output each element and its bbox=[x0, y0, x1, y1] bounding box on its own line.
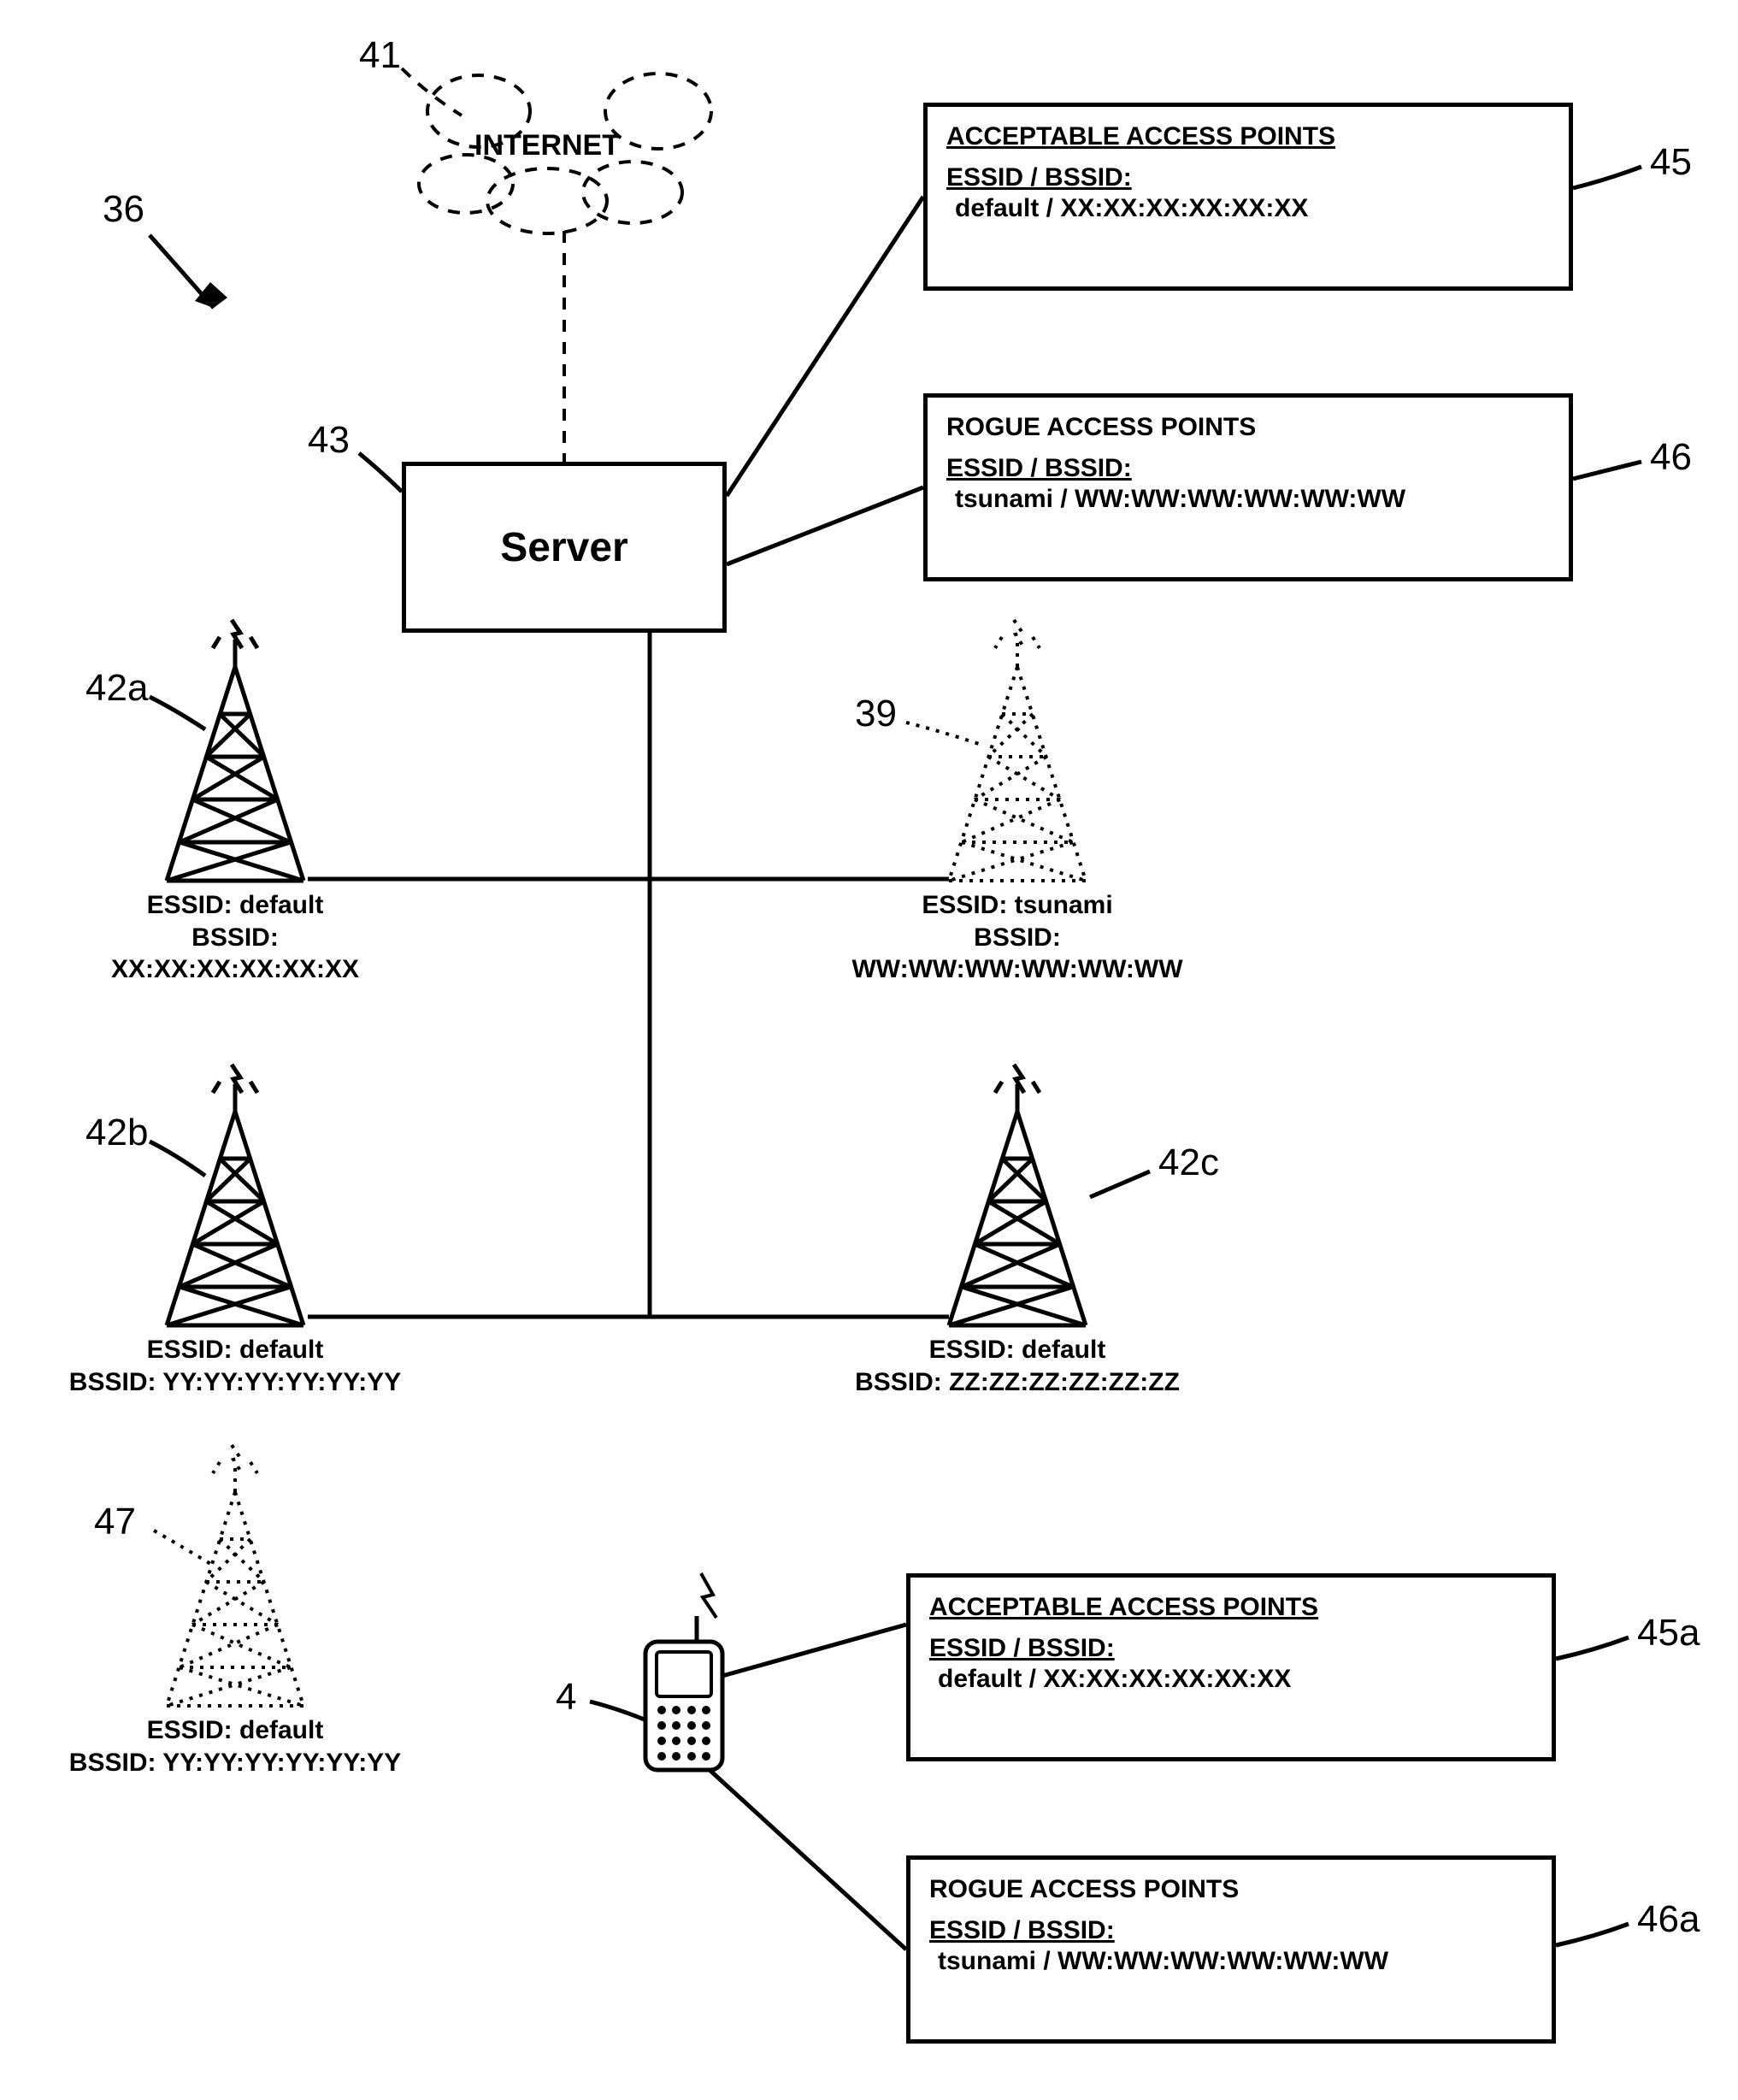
link-device-box45a bbox=[722, 1625, 906, 1676]
ref-43: 43 bbox=[308, 419, 350, 462]
box-rogue-a-value: tsunami / WW:WW:WW:WW:WW:WW bbox=[938, 1947, 1533, 1976]
label-47: ESSID: default BSSID: YY:YY:YY:YY:YY:YY bbox=[64, 1714, 406, 1779]
tower-42c bbox=[949, 1065, 1086, 1325]
label-42b: ESSID: default BSSID: YY:YY:YY:YY:YY:YY bbox=[64, 1334, 406, 1398]
box-acceptable-a-sublabel: ESSID / BSSID: bbox=[929, 1634, 1533, 1663]
leader-46a bbox=[1556, 1924, 1629, 1945]
ref-41: 41 bbox=[359, 34, 401, 77]
box-acceptable-a-title: ACCEPTABLE ACCESS POINTS bbox=[929, 1593, 1533, 1622]
bssid-39: BSSID: WW:WW:WW:WW:WW:WW bbox=[821, 922, 1214, 986]
connectors-overlay bbox=[0, 0, 1738, 2100]
essid-42a: ESSID: default bbox=[64, 889, 406, 922]
tower-42a bbox=[167, 620, 303, 881]
tower-39 bbox=[949, 620, 1086, 881]
bssid-47: BSSID: YY:YY:YY:YY:YY:YY bbox=[64, 1747, 406, 1779]
leader-45 bbox=[1573, 167, 1641, 188]
ref-46a: 46a bbox=[1637, 1898, 1700, 1941]
ref-47: 47 bbox=[94, 1501, 136, 1543]
essid-39: ESSID: tsunami bbox=[821, 889, 1214, 922]
server-box: Server bbox=[402, 462, 727, 633]
box-rogue-title: ROGUE ACCESS POINTS bbox=[946, 413, 1550, 442]
leader-42a bbox=[150, 697, 205, 729]
ref-39: 39 bbox=[855, 693, 897, 735]
leader-39 bbox=[906, 723, 979, 744]
box-acceptable-a-value: default / XX:XX:XX:XX:XX:XX bbox=[938, 1665, 1533, 1694]
internet-cloud: INTERNET bbox=[410, 64, 684, 227]
box-rogue-a: ROGUE ACCESS POINTS ESSID / BSSID: tsuna… bbox=[906, 1855, 1556, 2044]
leader-45a bbox=[1556, 1637, 1629, 1659]
internet-label: INTERNET bbox=[474, 129, 620, 162]
link-server-box46 bbox=[727, 487, 923, 564]
fig-arrow-head bbox=[195, 282, 227, 308]
ref-42a: 42a bbox=[85, 667, 148, 710]
leader-43 bbox=[359, 453, 402, 492]
box-rogue: ROGUE ACCESS POINTS ESSID / BSSID: tsuna… bbox=[923, 393, 1573, 581]
tower-42b bbox=[167, 1065, 303, 1325]
essid-47: ESSID: default bbox=[64, 1714, 406, 1747]
box-acceptable-a: ACCEPTABLE ACCESS POINTS ESSID / BSSID: … bbox=[906, 1573, 1556, 1761]
tower-47 bbox=[167, 1445, 303, 1706]
leader-42c bbox=[1090, 1171, 1150, 1197]
fig-arrow-shaft bbox=[150, 235, 214, 308]
ref-42b: 42b bbox=[85, 1112, 148, 1154]
label-42c: ESSID: default BSSID: ZZ:ZZ:ZZ:ZZ:ZZ:ZZ bbox=[846, 1334, 1188, 1398]
bssid-42a: BSSID: XX:XX:XX:XX:XX:XX bbox=[64, 922, 406, 986]
box-acceptable-value: default / XX:XX:XX:XX:XX:XX bbox=[955, 194, 1550, 223]
link-device-box46a bbox=[710, 1770, 906, 1950]
leader-42b bbox=[150, 1141, 205, 1176]
mobile-device-icon bbox=[645, 1573, 722, 1770]
box-acceptable: ACCEPTABLE ACCESS POINTS ESSID / BSSID: … bbox=[923, 103, 1573, 291]
box-acceptable-sublabel: ESSID / BSSID: bbox=[946, 163, 1550, 192]
diagram-canvas: INTERNET Server ACCEPTABLE ACCESS POINTS… bbox=[0, 0, 1738, 2100]
box-rogue-a-title: ROGUE ACCESS POINTS bbox=[929, 1875, 1533, 1904]
box-acceptable-title: ACCEPTABLE ACCESS POINTS bbox=[946, 122, 1550, 151]
ref-42c: 42c bbox=[1158, 1141, 1219, 1184]
ref-45: 45 bbox=[1650, 141, 1692, 184]
ref-45a: 45a bbox=[1637, 1612, 1700, 1655]
link-server-box45 bbox=[727, 197, 923, 496]
label-42a: ESSID: default BSSID: XX:XX:XX:XX:XX:XX bbox=[64, 889, 406, 986]
bssid-42b: BSSID: YY:YY:YY:YY:YY:YY bbox=[64, 1366, 406, 1399]
leader-4 bbox=[590, 1702, 663, 1727]
ref-36: 36 bbox=[103, 188, 144, 231]
leader-47 bbox=[154, 1531, 212, 1565]
essid-42b: ESSID: default bbox=[64, 1334, 406, 1366]
box-rogue-value: tsunami / WW:WW:WW:WW:WW:WW bbox=[955, 485, 1550, 514]
essid-42c: ESSID: default bbox=[846, 1334, 1188, 1366]
ref-46: 46 bbox=[1650, 436, 1692, 479]
box-rogue-a-sublabel: ESSID / BSSID: bbox=[929, 1916, 1533, 1945]
server-label: Server bbox=[500, 524, 627, 571]
bssid-42c: BSSID: ZZ:ZZ:ZZ:ZZ:ZZ:ZZ bbox=[846, 1366, 1188, 1399]
box-rogue-sublabel: ESSID / BSSID: bbox=[946, 454, 1550, 483]
label-39: ESSID: tsunami BSSID: WW:WW:WW:WW:WW:WW bbox=[821, 889, 1214, 986]
leader-46 bbox=[1573, 462, 1641, 479]
ref-4: 4 bbox=[556, 1676, 576, 1719]
